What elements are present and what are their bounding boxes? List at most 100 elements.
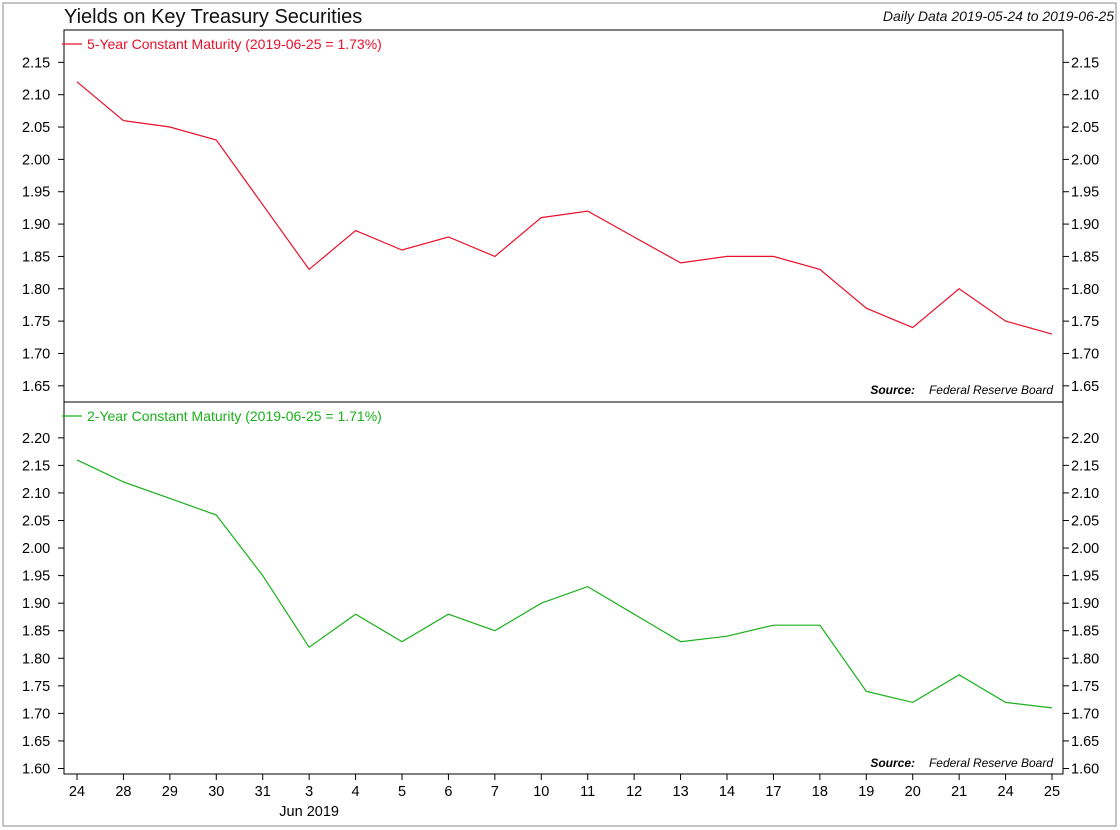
- data-point: [911, 701, 914, 704]
- y-tick-label-left: 1.85: [22, 249, 50, 265]
- y-tick-label-right: 1.70: [1071, 706, 1099, 722]
- y-tick-label-right: 2.15: [1071, 458, 1099, 474]
- x-tick-label: 10: [533, 784, 549, 800]
- data-point: [122, 119, 125, 122]
- y-tick-label-left: 2.05: [22, 120, 50, 136]
- data-point: [261, 203, 264, 206]
- x-tick-label: 12: [626, 784, 642, 800]
- plot-frame-2: [63, 401, 1064, 775]
- y-tick-label-left: 2.10: [22, 486, 50, 502]
- data-point: [818, 268, 821, 271]
- data-point: [168, 126, 171, 129]
- x-tick-label: 29: [162, 784, 178, 800]
- y-tick-label-right: 1.95: [1071, 569, 1099, 585]
- y-tick-label-left: 1.75: [22, 314, 50, 330]
- x-tick-label: 30: [208, 784, 224, 800]
- data-point: [540, 602, 543, 605]
- y-tick-label-left: 2.05: [22, 513, 50, 529]
- y-tick-label-left: 2.00: [22, 152, 50, 168]
- data-point: [308, 268, 311, 271]
- data-point: [865, 307, 868, 310]
- x-tick-label: 5: [398, 784, 406, 800]
- x-tick-label: 21: [951, 784, 967, 800]
- y-tick-label-left: 1.60: [22, 761, 50, 777]
- source-label: Source:: [870, 756, 915, 770]
- data-point: [122, 480, 125, 483]
- data-point: [1051, 333, 1054, 336]
- y-tick-label-right: 1.75: [1071, 679, 1099, 695]
- plot-frame-1: [63, 29, 1064, 403]
- data-point: [493, 255, 496, 258]
- y-tick-label-right: 2.05: [1071, 513, 1099, 529]
- data-point: [308, 646, 311, 649]
- data-point: [679, 261, 682, 264]
- data-point: [726, 255, 729, 258]
- x-month-label: Jun 2019: [279, 804, 339, 820]
- x-tick-label: 19: [858, 784, 874, 800]
- y-tick-label-left: 2.10: [22, 88, 50, 104]
- y-tick-label-right: 1.85: [1071, 624, 1099, 640]
- legend-label-1: 5-Year Constant Maturity (2019-06-25 = 1…: [87, 36, 382, 52]
- x-tick-label: 11: [580, 784, 595, 800]
- x-tick-label: 14: [719, 784, 735, 800]
- y-tick-label-left: 1.75: [22, 679, 50, 695]
- data-point: [586, 585, 589, 588]
- y-tick-label-left: 2.20: [22, 431, 50, 447]
- x-tick-label: 4: [352, 784, 360, 800]
- data-point: [726, 635, 729, 638]
- data-point: [401, 640, 404, 643]
- series-line-1: [76, 81, 1053, 335]
- y-tick-label-right: 1.90: [1071, 596, 1099, 612]
- y-tick-label-left: 1.70: [22, 706, 50, 722]
- y-tick-label-right: 1.70: [1071, 346, 1099, 362]
- data-point: [1051, 706, 1054, 709]
- y-tick-label-right: 2.10: [1071, 88, 1099, 104]
- y-tick-label-right: 2.15: [1071, 55, 1099, 71]
- data-point: [215, 513, 218, 516]
- data-point: [958, 673, 961, 676]
- y-tick-label-right: 1.95: [1071, 185, 1099, 201]
- y-tick-label-left: 1.70: [22, 346, 50, 362]
- source-value: Federal Reserve Board: [929, 383, 1053, 397]
- source-label: Source:: [870, 383, 915, 397]
- data-point: [540, 216, 543, 219]
- y-tick-label-right: 2.00: [1071, 541, 1099, 557]
- y-tick-label-right: 1.75: [1071, 314, 1099, 330]
- data-point: [215, 138, 218, 141]
- y-tick-label-right: 2.05: [1071, 120, 1099, 136]
- y-tick-label-right: 1.85: [1071, 249, 1099, 265]
- data-point: [911, 326, 914, 329]
- data-point: [168, 497, 171, 500]
- data-point: [261, 574, 264, 577]
- data-point: [679, 640, 682, 643]
- source-value: Federal Reserve Board: [929, 756, 1053, 770]
- data-point: [447, 613, 450, 616]
- data-point: [76, 80, 79, 83]
- x-tick-label: 3: [305, 784, 313, 800]
- data-point: [633, 236, 636, 239]
- y-tick-label-left: 1.85: [22, 624, 50, 640]
- data-point: [865, 690, 868, 693]
- x-tick-label: 18: [812, 784, 828, 800]
- y-tick-label-right: 1.90: [1071, 217, 1099, 233]
- data-point: [1004, 320, 1007, 323]
- data-point: [958, 287, 961, 290]
- y-tick-label-left: 2.15: [22, 55, 50, 71]
- data-point: [1004, 701, 1007, 704]
- y-tick-label-right: 2.00: [1071, 152, 1099, 168]
- x-tick-label: 13: [673, 784, 689, 800]
- x-tick-label: 25: [1044, 784, 1060, 800]
- y-tick-label-left: 1.65: [22, 379, 50, 395]
- data-point: [818, 624, 821, 627]
- y-tick-label-right: 2.10: [1071, 486, 1099, 502]
- chart-title: Yields on Key Treasury Securities: [64, 6, 363, 28]
- x-tick-label: 31: [255, 784, 271, 800]
- y-tick-label-right: 1.60: [1071, 761, 1099, 777]
- data-point: [354, 229, 357, 232]
- y-tick-label-left: 2.15: [22, 458, 50, 474]
- data-point: [354, 613, 357, 616]
- data-point: [447, 236, 450, 239]
